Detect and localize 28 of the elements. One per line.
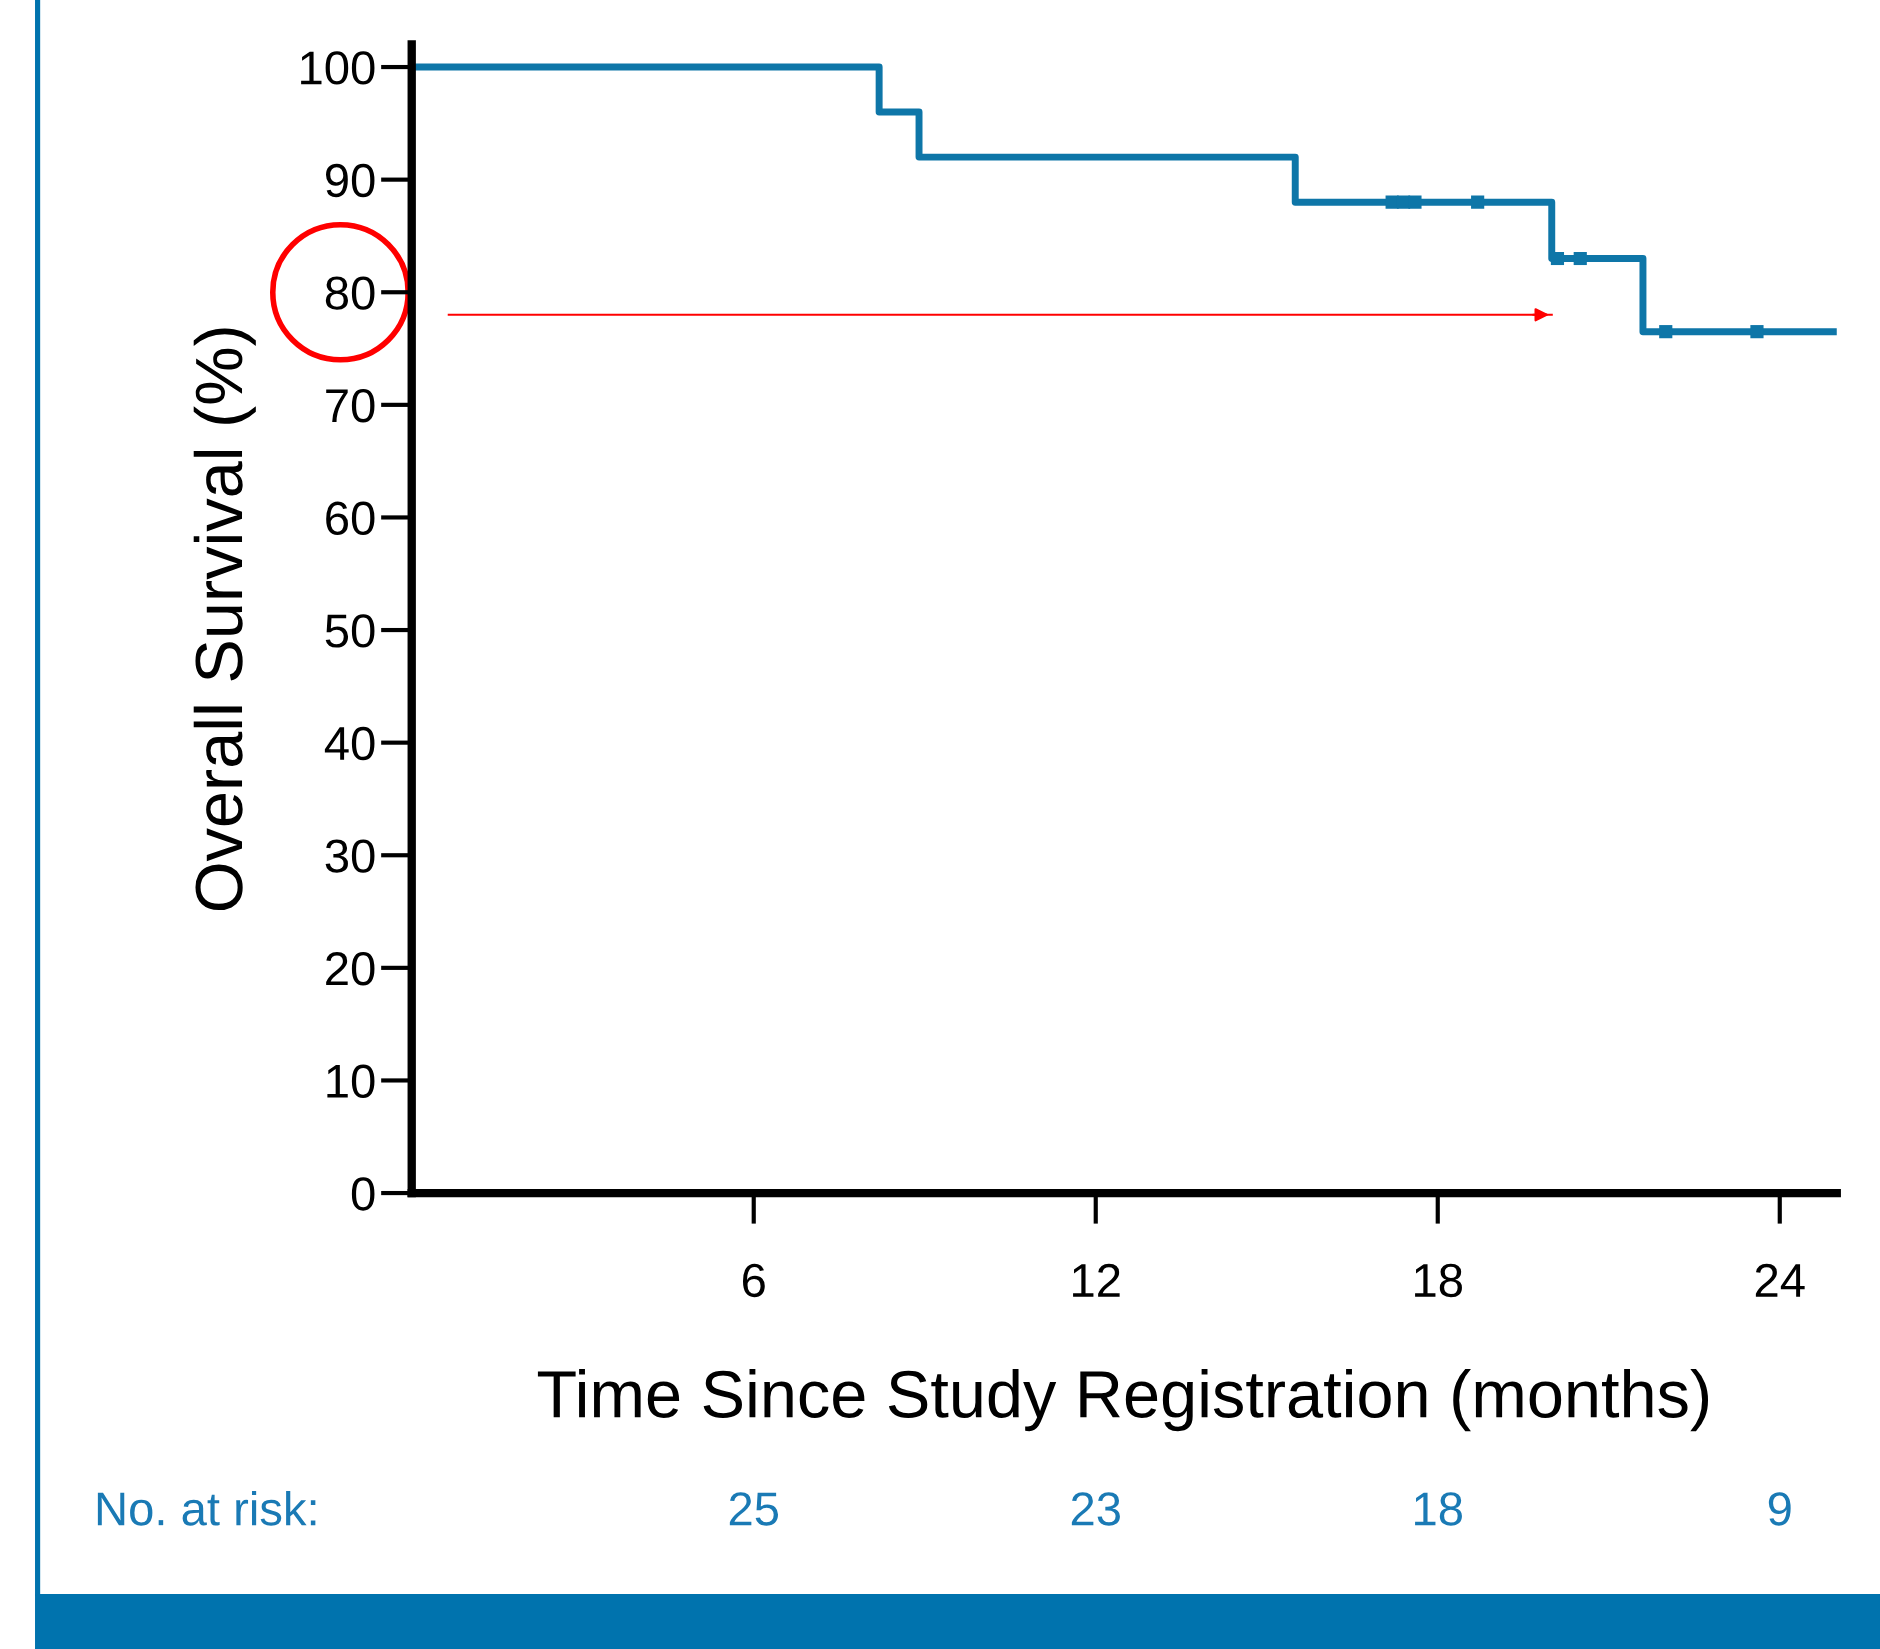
y-tick-label: 20 [326,951,375,986]
y-tick-label: 0 [351,1177,375,1211]
text: 23 [1071,1492,1120,1526]
x-tick-label: 24 [1755,1263,1805,1297]
text: 25 [729,1492,779,1526]
point [1750,325,1764,339]
text: No. at risk: [97,1490,316,1526]
point [1659,325,1673,339]
x-tick-label: 12 [1073,1263,1120,1297]
y-tick-label: 80 [325,276,375,310]
point [1573,251,1587,266]
y-tick-label: 90 [326,163,375,198]
x-tick-label: 18 [1415,1263,1462,1298]
point [1471,195,1485,209]
x-tick-label: 6 [743,1263,765,1298]
y-tick-label: 30 [325,839,375,873]
text: 18 [1415,1492,1462,1526]
y-tick-label: 60 [326,501,375,536]
y-axis-title: Overall Survival (%) [193,328,256,911]
y-tick-label: 50 [325,614,375,648]
point [1550,251,1565,266]
y-tick-label: 100 [301,51,375,85]
y-tick-label: 40 [324,726,375,761]
text: 9 [1768,1492,1791,1526]
point [1408,195,1422,209]
y-tick-label: 10 [327,1064,375,1099]
y-tick-label: 70 [326,388,375,423]
x-axis-title: Time Since Study Registration (months) [537,1369,1708,1432]
